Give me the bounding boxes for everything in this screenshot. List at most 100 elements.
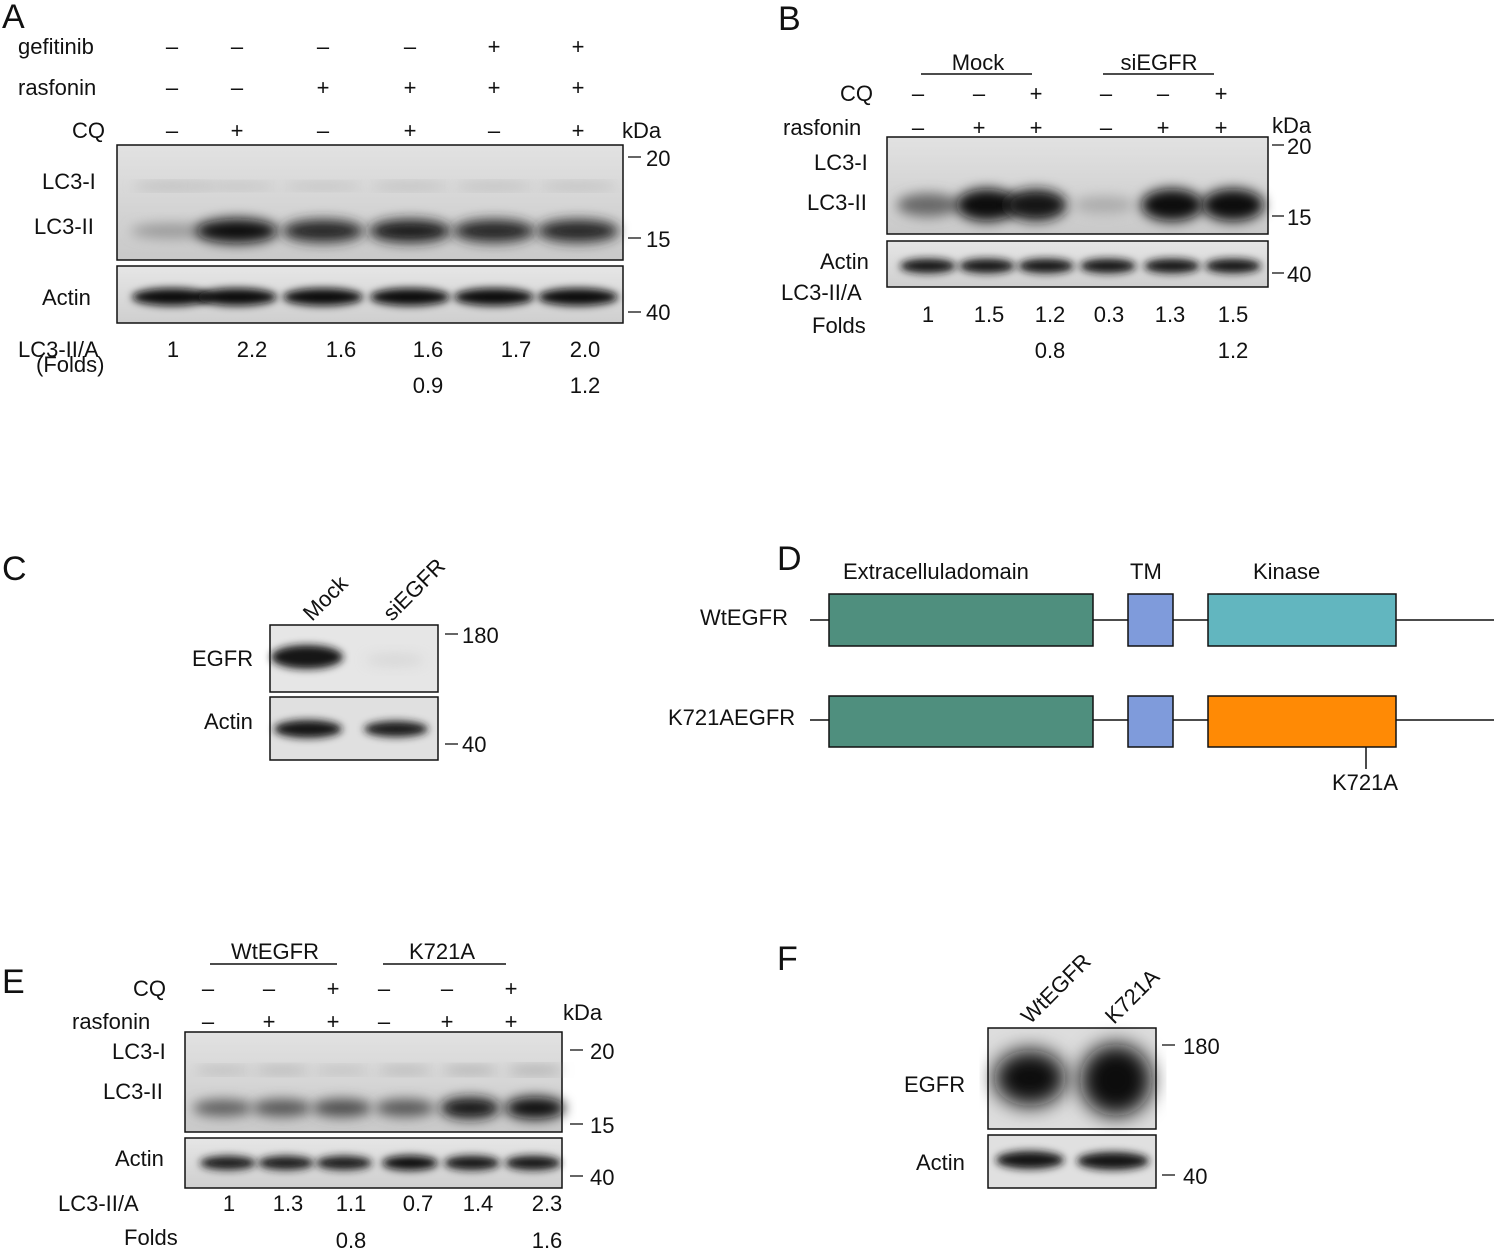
quant-value: 0.8 — [336, 1228, 367, 1250]
lc3-ii-band — [1073, 196, 1135, 214]
quant-value: 1.2 — [1218, 338, 1249, 363]
marker-20: 20 — [590, 1039, 614, 1064]
blot-frame — [184, 1031, 563, 1133]
actin-band — [370, 288, 450, 306]
treatment-sign: + — [404, 75, 417, 100]
blot-frame — [886, 136, 1269, 235]
lc3-ii-band — [453, 219, 535, 243]
treatment-sign: + — [317, 75, 330, 100]
row-label-rasfonin: rasfonin — [18, 75, 96, 100]
lc3-i-band — [133, 183, 211, 189]
treatment-sign: – — [912, 115, 925, 140]
actin-band — [274, 720, 342, 738]
treatment-sign: + — [572, 75, 585, 100]
treatment-sign: + — [1030, 81, 1043, 106]
actin-band — [283, 288, 363, 306]
actin-band — [197, 288, 277, 306]
kda-label: kDa — [1272, 113, 1312, 138]
actin-band — [454, 288, 534, 306]
treatment-sign: + — [488, 34, 501, 59]
quant-value: 1.7 — [501, 337, 532, 362]
lc3-ii-band — [505, 1096, 565, 1120]
lane-label-wtegfr: WtEGFR — [1016, 949, 1096, 1029]
quant-label: LC3-II/A — [58, 1191, 139, 1216]
lc3-ii-band — [537, 219, 619, 243]
lane-label-mock: Mock — [298, 570, 354, 626]
kda-label: kDa — [622, 118, 662, 143]
treatment-sign: + — [505, 1009, 518, 1034]
actin-band — [1080, 258, 1136, 274]
blot-label-actin: Actin — [820, 249, 869, 274]
panel-a-label: A — [2, 0, 25, 36]
lc3-i-band — [195, 1067, 251, 1073]
quant-value: 1 — [223, 1191, 235, 1216]
quant-value: 1.5 — [1218, 302, 1249, 327]
treatment-sign: + — [572, 118, 585, 143]
quant-values: 1 1.3 1.1 0.7 1.4 2.3 — [223, 1191, 562, 1216]
actin-band — [258, 1155, 314, 1171]
blot-label-egfr: EGFR — [904, 1072, 965, 1097]
actin-band — [1018, 258, 1074, 274]
lc3-ii-band — [193, 1099, 253, 1117]
treatment-sign: – — [488, 118, 501, 143]
panel-e-label: E — [2, 963, 25, 1001]
treatment-sign: + — [263, 1009, 276, 1034]
quant-label-folds: Folds — [812, 313, 866, 338]
blot-label-lc3-i: LC3-I — [112, 1039, 166, 1064]
lc3-i-band — [254, 1067, 310, 1073]
lc3-ii-band — [1141, 188, 1203, 222]
group-label-mock: Mock — [952, 50, 1006, 75]
lc3-ii-band — [312, 1098, 372, 1118]
mutation-label: K721A — [1332, 770, 1398, 795]
lc3-ii-band — [440, 1097, 500, 1119]
egfr-band — [994, 1050, 1066, 1106]
lane-label-siegfr: siEGFR — [378, 553, 450, 625]
treatment-sign: + — [1157, 115, 1170, 140]
quant-values: 1 1.5 1.2 0.3 1.3 1.5 — [922, 302, 1248, 327]
quant-label-folds: (Folds) — [36, 352, 104, 377]
treatment-sign: + — [404, 118, 417, 143]
treatment-sign: + — [1215, 81, 1228, 106]
quant-value: 1 — [922, 302, 934, 327]
actin-bands — [132, 288, 618, 306]
treatment-sign: – — [231, 75, 244, 100]
lc3-i-bands — [195, 1067, 563, 1073]
domain-label-extracellular: Extracelluladomain — [843, 559, 1029, 584]
actin-band — [132, 288, 212, 306]
lc3-i-band — [314, 1067, 370, 1073]
row-label-cq: CQ — [72, 118, 105, 143]
tm-domain — [1127, 695, 1174, 748]
lane-label-k721a: K721A — [1100, 964, 1165, 1029]
quant-value: 1.6 — [326, 337, 357, 362]
lc3-ii-band — [282, 219, 364, 243]
group-label-siegfr: siEGFR — [1121, 50, 1198, 75]
lc3-i-band — [455, 183, 533, 189]
quant-value: 2.0 — [570, 337, 601, 362]
treatment-sign: + — [488, 75, 501, 100]
treatment-sign: – — [317, 34, 330, 59]
treatment-sign: – — [263, 976, 276, 1001]
treatment-sign: – — [166, 75, 179, 100]
lc3-i-band — [507, 1067, 563, 1073]
actin-band — [959, 258, 1015, 274]
quant-value: 0.3 — [1094, 302, 1125, 327]
actin-band — [538, 288, 618, 306]
blot-frame — [116, 144, 624, 261]
quant-value: 1.6 — [532, 1228, 563, 1250]
treatment-sign: + — [327, 976, 340, 1001]
panel-b: B Mock siEGFR CQ rasfonin – – + – – + – + + – + + k… — [778, 0, 1312, 363]
quant-value: 1.1 — [336, 1191, 367, 1216]
panel-d: D Extracelluladomain TM Kinase WtEGFR K7… — [668, 540, 1494, 795]
actin-band — [900, 258, 956, 274]
treatment-sign: – — [1100, 115, 1113, 140]
actin-band — [505, 1155, 561, 1171]
lc3-i-band — [377, 1067, 433, 1073]
blot-label-actin: Actin — [42, 285, 91, 310]
panel-a: A gefitinib rasfonin CQ – – – – + + – – + + + + – + – +… — [2, 0, 670, 398]
quant-label: LC3-II/A — [781, 280, 862, 305]
treatment-sign: – — [404, 34, 417, 59]
treatment-sign: + — [1030, 115, 1043, 140]
quant-value: 1.4 — [463, 1191, 494, 1216]
quant-value: 2.2 — [237, 337, 268, 362]
